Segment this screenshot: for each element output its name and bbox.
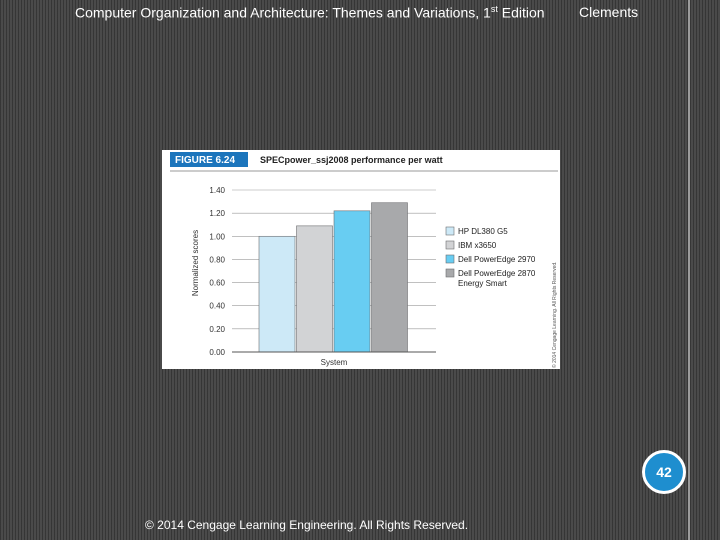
bar bbox=[296, 225, 333, 353]
y-tick-label: 0.00 bbox=[209, 348, 225, 357]
chart-title: SPECpower_ssj2008 performance per watt bbox=[260, 155, 443, 165]
y-axis-label: Normalized scores bbox=[191, 230, 200, 296]
bar bbox=[371, 202, 408, 353]
legend-label: HP DL380 G5 bbox=[458, 227, 508, 236]
legend-label-line: Energy Smart bbox=[458, 279, 508, 288]
bar bbox=[258, 235, 296, 353]
figure-label-bg bbox=[170, 152, 248, 167]
figure-panel: FIGURE 6.24 SPECpower_ssj2008 performanc… bbox=[162, 150, 560, 369]
legend-swatch bbox=[445, 226, 455, 236]
legend-label: Dell PowerEdge 2870 Energy Smart bbox=[458, 269, 536, 288]
y-tick-label: 0.20 bbox=[209, 325, 225, 334]
page-number-badge: 42 bbox=[642, 450, 686, 494]
legend: HP DL380 G5 IBM x3650 Dell PowerEdge 2970 D… bbox=[445, 226, 536, 288]
y-tick-label: 1.20 bbox=[209, 209, 225, 218]
bar bbox=[333, 210, 371, 353]
legend-label-line: Dell PowerEdge 2870 bbox=[458, 269, 536, 278]
bars bbox=[258, 202, 408, 353]
y-tick-labels: 0.00 0.20 0.40 0.60 0.80 1.00 1.20 1.40 bbox=[209, 186, 225, 357]
y-tick-label: 0.60 bbox=[209, 279, 225, 288]
legend-label: Dell PowerEdge 2970 bbox=[458, 255, 536, 264]
legend-swatch bbox=[445, 268, 455, 278]
figure-credit: © 2014 Cengage Learning. All Rights Rese… bbox=[551, 261, 558, 368]
legend-swatch bbox=[445, 240, 455, 250]
figure-label: FIGURE 6.24 bbox=[175, 155, 235, 166]
y-tick-label: 0.80 bbox=[209, 255, 225, 264]
y-tick-label: 0.40 bbox=[209, 302, 225, 311]
x-axis-label: System bbox=[321, 358, 348, 367]
bar-chart: FIGURE 6.24 SPECpower_ssj2008 performanc… bbox=[170, 152, 558, 368]
y-tick-label: 1.00 bbox=[209, 232, 225, 241]
legend-label: IBM x3650 bbox=[458, 241, 497, 250]
header-title-sup: st bbox=[490, 4, 498, 14]
header-title-suffix: Edition bbox=[497, 4, 545, 21]
header-title-prefix: Computer Organization and Architecture: … bbox=[75, 4, 491, 21]
slide-header-author: Clements bbox=[579, 4, 639, 20]
slide-header-title: Computer Organization and Architecture: … bbox=[75, 4, 545, 21]
divider-line bbox=[688, 0, 690, 540]
copyright-footer: © 2014 Cengage Learning Engineering. All… bbox=[145, 518, 469, 532]
y-tick-label: 1.40 bbox=[209, 186, 225, 195]
legend-swatch bbox=[445, 254, 455, 264]
